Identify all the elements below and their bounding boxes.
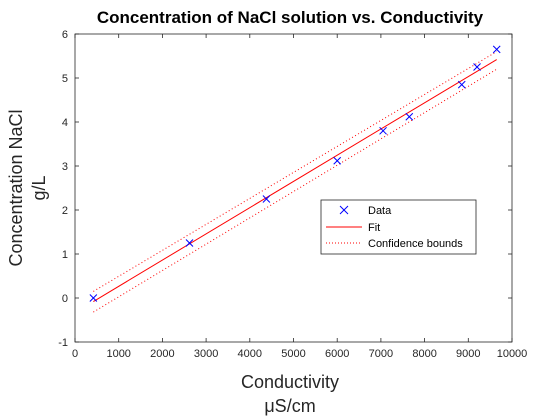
x-tick-label: 3000 <box>194 348 218 360</box>
y-tick-label: -1 <box>58 337 68 349</box>
data-point <box>185 239 194 247</box>
data-point <box>262 195 271 203</box>
confidence-bound-upper <box>93 51 497 292</box>
x-tick-label: 9000 <box>456 348 480 360</box>
y-tick-label: 4 <box>62 117 68 129</box>
y-tick-label: 5 <box>62 73 68 85</box>
data-point <box>89 294 98 302</box>
x-axis-unit: μS/cm <box>264 396 315 416</box>
y-tick-label: 6 <box>62 29 68 41</box>
data-point <box>333 156 342 165</box>
data-point <box>405 112 414 121</box>
x-tick-label: 5000 <box>281 348 305 360</box>
y-tick-label: 0 <box>62 293 68 305</box>
fit-line <box>93 59 497 302</box>
x-axis-ticks: 0 1000 2000 3000 4000 5000 6000 7000 8000 9000 100… <box>72 34 527 360</box>
data-point <box>457 80 466 89</box>
y-tick-label: 3 <box>62 161 68 173</box>
x-tick-label: 2000 <box>150 348 174 360</box>
x-tick-label: 0 <box>72 348 78 360</box>
legend-label-confidence: Confidence bounds <box>368 238 463 250</box>
y-axis-ticks: -1 0 1 2 3 4 5 6 <box>58 29 512 349</box>
plot-area <box>74 33 513 343</box>
x-axis-label: Conductivity <box>241 372 339 392</box>
data-point <box>473 63 481 71</box>
series-layer <box>89 45 501 313</box>
data-point <box>379 126 387 135</box>
x-tick-label: 6000 <box>325 348 349 360</box>
y-tick-label: 2 <box>62 205 68 217</box>
data-point <box>492 45 501 54</box>
x-tick-label: 8000 <box>412 348 436 360</box>
x-tick-label: 1000 <box>106 348 130 360</box>
chart-title: Concentration of NaCl solution vs. Condu… <box>97 8 484 27</box>
legend-label-fit: Fit <box>368 222 380 234</box>
legend: Data Fit Confidence bounds <box>320 199 477 255</box>
plot-frame <box>74 33 513 343</box>
legend-marker-data <box>339 205 349 215</box>
y-axis-unit: g/L <box>29 175 49 200</box>
legend-label-data: Data <box>368 205 392 217</box>
x-tick-label: 10000 <box>497 348 528 360</box>
x-tick-label: 7000 <box>369 348 393 360</box>
x-tick-label: 4000 <box>238 348 262 360</box>
y-tick-label: 1 <box>62 249 68 261</box>
y-axis-label: Concentration NaCl <box>6 109 26 266</box>
confidence-bound-lower <box>93 68 497 313</box>
